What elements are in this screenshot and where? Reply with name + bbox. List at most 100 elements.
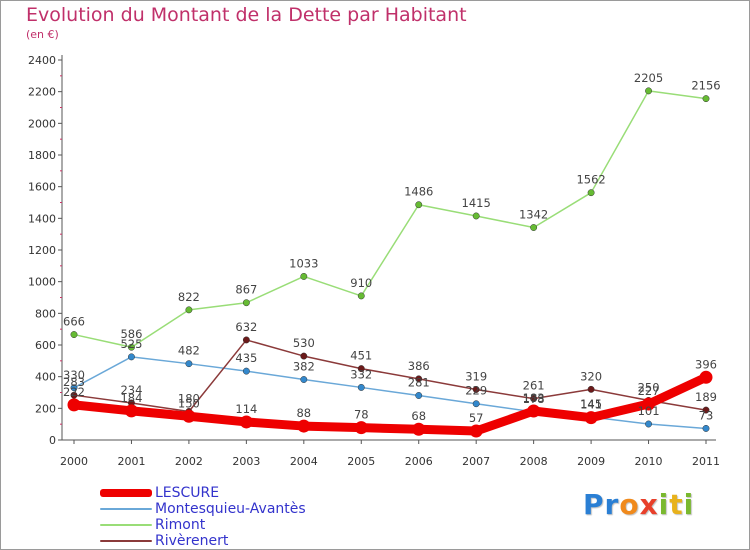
data-point bbox=[527, 404, 541, 418]
data-point bbox=[239, 415, 253, 429]
data-label: 451 bbox=[350, 349, 372, 363]
data-label: 1342 bbox=[519, 208, 548, 222]
data-point bbox=[297, 419, 311, 433]
data-label: 1415 bbox=[462, 196, 491, 210]
chart-title: Evolution du Montant de la Dette par Hab… bbox=[26, 4, 467, 26]
x-tick-label: 2002 bbox=[175, 455, 203, 468]
data-point bbox=[128, 343, 135, 351]
y-tick-label: 1200 bbox=[28, 244, 56, 257]
data-label: 1486 bbox=[404, 185, 433, 199]
logo-letter: x bbox=[639, 488, 659, 521]
data-point bbox=[702, 406, 710, 414]
data-point bbox=[128, 353, 135, 361]
logo-letter: o bbox=[619, 488, 640, 521]
data-point bbox=[412, 422, 426, 436]
data-label: 386 bbox=[408, 359, 430, 373]
data-point bbox=[357, 383, 365, 391]
data-label: 320 bbox=[580, 369, 602, 383]
data-point bbox=[472, 400, 480, 408]
data-point bbox=[357, 292, 365, 300]
y-tick-label: 1400 bbox=[28, 212, 56, 225]
data-labels: 666 586 822 867 1033 910 1486 1415 1342 1562 2205 2… bbox=[63, 71, 721, 425]
x-tick-label: 2000 bbox=[60, 455, 88, 468]
data-label: 68 bbox=[411, 409, 426, 423]
data-point bbox=[530, 224, 538, 231]
data-label: 114 bbox=[235, 402, 257, 416]
data-label: 666 bbox=[63, 315, 85, 329]
data-point bbox=[185, 360, 193, 368]
series-line bbox=[69, 372, 711, 436]
data-label: 57 bbox=[469, 411, 484, 425]
data-label: 250 bbox=[638, 380, 660, 394]
data-label: 178 bbox=[523, 392, 545, 406]
data-label: 145 bbox=[580, 397, 602, 411]
data-point bbox=[70, 331, 78, 338]
data-point bbox=[469, 424, 483, 438]
data-label: 78 bbox=[354, 408, 369, 422]
data-label: 183 bbox=[523, 391, 545, 405]
data-label: 73 bbox=[699, 408, 714, 422]
data-label: 396 bbox=[695, 357, 717, 371]
data-label: 435 bbox=[235, 351, 257, 365]
data-label: 2156 bbox=[691, 79, 720, 93]
y-tick-label: 800 bbox=[35, 307, 56, 320]
logo-letter: t bbox=[669, 488, 684, 521]
data-label: 2205 bbox=[634, 71, 663, 85]
logo-letter: i bbox=[683, 488, 695, 521]
legend-label: Rivèrenert bbox=[155, 533, 229, 549]
legend-label: Rimont bbox=[155, 517, 206, 533]
data-point bbox=[70, 384, 78, 392]
data-point bbox=[182, 409, 196, 423]
data-point bbox=[587, 385, 595, 393]
data-label: 586 bbox=[120, 327, 142, 341]
data-label: 234 bbox=[120, 383, 142, 397]
data-point bbox=[415, 201, 423, 209]
x-tick-label: 2006 bbox=[405, 455, 433, 468]
logo-letter: i bbox=[658, 488, 670, 521]
data-label: 1033 bbox=[289, 256, 318, 270]
series-montesquieu-avantes bbox=[70, 353, 710, 432]
data-label: 330 bbox=[63, 368, 85, 382]
y-tick-label: 2200 bbox=[28, 86, 56, 99]
x-tick-label: 2011 bbox=[692, 455, 720, 468]
data-point bbox=[415, 375, 423, 383]
logo-letter: P bbox=[583, 488, 605, 521]
data-label: 1562 bbox=[576, 173, 605, 187]
proxiti-logo: Proxiti bbox=[583, 488, 694, 521]
data-label: 88 bbox=[296, 406, 311, 420]
legend-swatch bbox=[100, 524, 152, 526]
x-tick-label: 2005 bbox=[347, 455, 375, 468]
x-tick-label: 2007 bbox=[462, 455, 490, 468]
data-point bbox=[300, 352, 308, 360]
data-label: 141 bbox=[580, 398, 602, 412]
data-point bbox=[185, 306, 193, 314]
data-point bbox=[645, 87, 652, 95]
legend-label: Montesquieu-Avantès bbox=[155, 501, 306, 517]
data-label: 482 bbox=[178, 344, 200, 358]
unit-label: (en €) bbox=[26, 28, 59, 41]
data-label: 283 bbox=[63, 375, 85, 389]
y-tick-label: 200 bbox=[35, 402, 56, 415]
data-point bbox=[300, 272, 308, 280]
data-label: 261 bbox=[523, 379, 545, 393]
series-layer bbox=[67, 87, 713, 438]
data-point bbox=[67, 398, 81, 412]
series-riverenert bbox=[70, 336, 710, 415]
y-tick-label: 400 bbox=[35, 371, 56, 384]
data-label: 382 bbox=[293, 360, 315, 374]
data-point bbox=[415, 392, 423, 399]
data-label: 101 bbox=[638, 404, 660, 418]
y-tick-label: 0 bbox=[49, 434, 56, 447]
data-label: 281 bbox=[408, 376, 430, 390]
data-label: 319 bbox=[465, 369, 487, 383]
series-line bbox=[73, 90, 707, 348]
data-point bbox=[242, 299, 250, 307]
data-label: 632 bbox=[235, 320, 257, 334]
data-point bbox=[354, 421, 368, 435]
data-label: 332 bbox=[350, 367, 372, 381]
y-tick-label: 1000 bbox=[28, 276, 56, 289]
data-point bbox=[702, 95, 710, 103]
legend-swatch bbox=[100, 489, 152, 497]
data-point bbox=[472, 386, 480, 393]
